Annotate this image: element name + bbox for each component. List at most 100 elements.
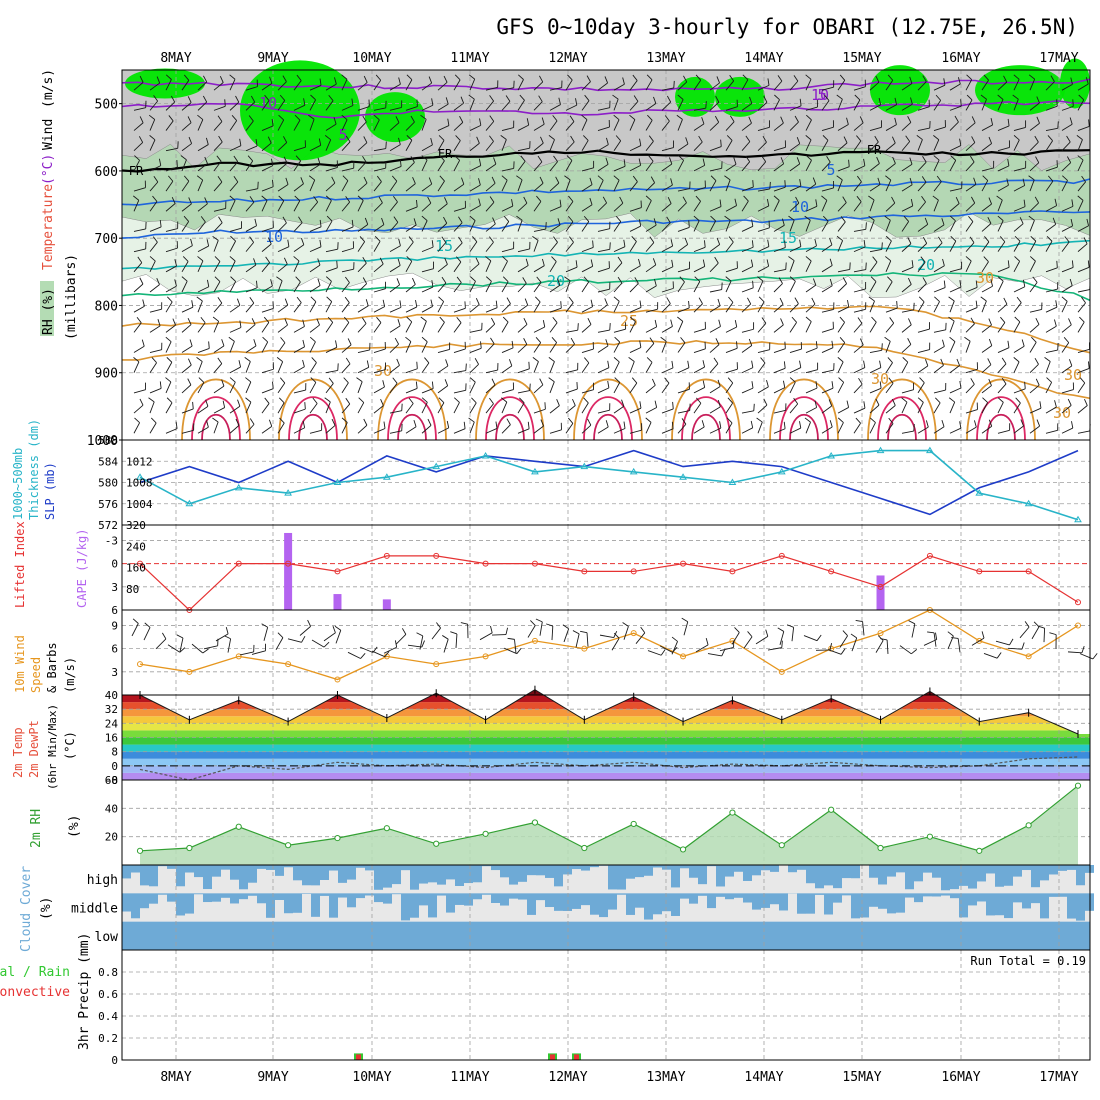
wind-barb xyxy=(646,357,653,363)
wind-barb xyxy=(1007,340,1010,348)
wind-barb xyxy=(357,182,368,192)
wind-barb xyxy=(205,399,209,407)
wind-barb xyxy=(863,158,866,166)
wind-barb xyxy=(629,321,636,333)
wind-barb xyxy=(1030,235,1037,242)
thickness-point xyxy=(382,473,391,480)
wind-barb xyxy=(1044,357,1051,362)
wind-barb xyxy=(789,121,799,131)
wind10m-barb xyxy=(239,651,254,656)
cloud-cell xyxy=(239,893,248,900)
wind-barb xyxy=(181,429,194,434)
wind-barb xyxy=(485,223,496,232)
wind-barb xyxy=(677,227,690,232)
wind-barb xyxy=(614,336,621,343)
wind-barb xyxy=(250,95,256,103)
wind-barb xyxy=(397,258,401,266)
wind-barb xyxy=(645,242,655,252)
wind-barb xyxy=(581,184,593,192)
wind-barb xyxy=(597,387,610,394)
wind-barb xyxy=(344,276,350,283)
wind-barb xyxy=(453,282,462,293)
wind-barb xyxy=(727,377,734,384)
wind-barb xyxy=(935,94,942,101)
wind-barb xyxy=(238,360,242,368)
cloud-cell xyxy=(230,893,239,904)
wind-barb xyxy=(888,377,894,384)
wind-barb xyxy=(453,222,463,232)
wind-barb xyxy=(357,381,363,394)
wind-barb xyxy=(421,402,428,414)
wind-barb xyxy=(789,80,799,91)
wind-barb xyxy=(948,296,955,302)
wind-barb xyxy=(344,296,350,303)
cloud-cell xyxy=(302,865,311,886)
wind-barb xyxy=(405,162,415,172)
wind-barb xyxy=(165,377,172,383)
warm-lobe xyxy=(583,396,633,441)
wind-barb xyxy=(1035,317,1040,325)
lifted-index-point xyxy=(137,560,143,567)
wind-barb xyxy=(679,276,685,283)
wind-barb xyxy=(922,277,927,284)
cloud-cell xyxy=(491,893,500,903)
wind10m-barb xyxy=(816,634,822,641)
wind-barb xyxy=(901,397,908,403)
cloud-cell xyxy=(392,893,401,895)
wind-barb xyxy=(149,181,159,192)
wind-barb xyxy=(216,155,222,162)
cloud-cell xyxy=(1031,893,1040,904)
wind-barb xyxy=(196,175,203,181)
wind-barb xyxy=(645,326,657,333)
wind-barb xyxy=(901,430,914,434)
wind-barb xyxy=(309,429,322,434)
wind-barb xyxy=(645,417,652,423)
wind-barb xyxy=(200,216,206,223)
wind-barb xyxy=(1013,388,1026,394)
cloud-cell xyxy=(149,865,158,887)
wind-barb xyxy=(408,397,414,404)
wind-barb xyxy=(933,84,946,91)
cloud-cell xyxy=(689,893,698,904)
wind-barb xyxy=(853,308,866,313)
wind-barb xyxy=(741,303,752,313)
wind-barb xyxy=(517,124,529,131)
right-tick-label: 1012 xyxy=(126,455,153,468)
temperature-label: Temperature xyxy=(41,184,56,270)
wind10m-barb xyxy=(161,632,167,640)
warm-lobe xyxy=(691,413,721,441)
wind-barb xyxy=(789,105,802,111)
cloud-cell xyxy=(743,893,752,903)
wind-barb xyxy=(894,97,898,105)
cloud-cell xyxy=(1040,893,1049,919)
wind-barb xyxy=(805,183,816,192)
wind-barb xyxy=(389,106,402,111)
wind-barb xyxy=(1061,123,1073,131)
wind-barb xyxy=(261,243,272,252)
contour-label: 30 xyxy=(1064,366,1082,384)
wind-barb xyxy=(709,386,721,394)
wind-barb xyxy=(629,114,636,120)
wind-barb xyxy=(907,116,912,123)
wind-barb xyxy=(917,426,929,434)
wind-barb xyxy=(784,180,786,188)
wind-barb xyxy=(522,277,527,284)
wind-barb xyxy=(805,74,812,80)
wind-barb xyxy=(200,316,206,324)
wind-barb xyxy=(907,277,912,285)
wind-barb xyxy=(868,296,875,302)
wind-barb xyxy=(187,318,192,325)
wind-barb xyxy=(949,365,960,374)
wind-barb xyxy=(341,226,354,232)
wind-barb xyxy=(181,245,193,253)
wind-barb xyxy=(645,422,652,434)
cloud-cell xyxy=(410,865,419,890)
wind-barb xyxy=(309,164,321,172)
wind-barb xyxy=(725,140,733,151)
wind-barb xyxy=(870,276,877,282)
wind-barb xyxy=(742,74,749,81)
wind-barb xyxy=(940,358,944,366)
wind-barb xyxy=(1013,302,1022,313)
wind-barb xyxy=(773,409,786,414)
rh-point xyxy=(877,844,884,852)
